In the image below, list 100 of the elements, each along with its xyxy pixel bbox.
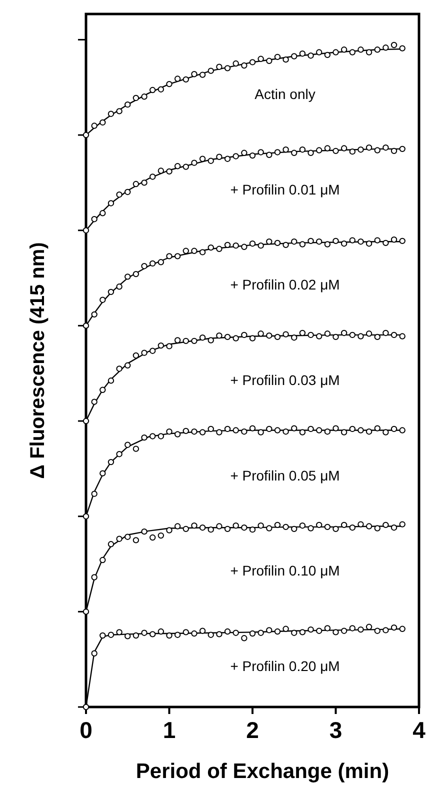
point: [100, 210, 106, 216]
point: [208, 158, 214, 164]
point: [216, 631, 222, 638]
point: [82, 322, 90, 329]
point: [91, 490, 98, 497]
point: [116, 629, 122, 636]
point: [166, 253, 172, 260]
point: [399, 146, 406, 152]
point: [158, 168, 164, 174]
point: [258, 242, 264, 249]
point: [390, 42, 398, 48]
point: [141, 434, 148, 441]
point: [399, 521, 406, 528]
point: [349, 148, 356, 155]
point: [241, 150, 248, 156]
point: [82, 704, 90, 710]
point: [340, 429, 348, 436]
point: [191, 338, 198, 344]
point: [366, 240, 372, 247]
point: [182, 248, 189, 254]
point: [91, 650, 98, 656]
point: [100, 296, 106, 303]
point: [382, 44, 389, 51]
point: [249, 526, 256, 533]
point: [282, 242, 289, 248]
point: [316, 522, 322, 528]
point: [108, 458, 114, 466]
point: [150, 631, 156, 638]
point: [174, 76, 181, 82]
point: [258, 330, 264, 337]
x-tick-label: 4: [412, 717, 426, 743]
point: [291, 238, 298, 245]
point: [291, 526, 298, 532]
point: [116, 451, 122, 458]
point: [199, 249, 206, 256]
point: [390, 236, 398, 243]
point: [399, 45, 406, 52]
point: [216, 429, 222, 436]
point: [191, 248, 198, 254]
point: [174, 253, 181, 260]
point: [324, 428, 331, 435]
point: [291, 425, 298, 432]
point: [174, 337, 181, 344]
point: [324, 524, 331, 530]
point: [258, 149, 264, 156]
point: [282, 626, 289, 632]
point: [108, 110, 114, 117]
point: [332, 629, 339, 636]
point: [124, 101, 131, 108]
series-label: + Profilin 0.01 μM: [230, 181, 340, 198]
point: [166, 343, 172, 350]
point: [332, 49, 339, 56]
point: [374, 525, 380, 532]
point: [340, 240, 348, 247]
point: [299, 429, 306, 436]
point: [291, 334, 298, 341]
point: [141, 94, 148, 100]
point: [124, 534, 131, 540]
point: [191, 428, 198, 435]
point: [182, 629, 189, 636]
point: [208, 526, 214, 533]
point: [349, 332, 356, 338]
point: [232, 427, 239, 434]
point: [91, 122, 98, 129]
point: [316, 238, 322, 245]
point: [266, 525, 272, 532]
point: [324, 145, 331, 152]
point: [324, 330, 331, 337]
point: [216, 246, 222, 252]
point: [358, 146, 364, 153]
point: [266, 58, 272, 64]
point: [108, 378, 114, 384]
point: [340, 522, 348, 528]
point: [150, 86, 156, 94]
point: [340, 330, 348, 336]
point: [100, 119, 106, 126]
point: [132, 180, 140, 188]
point: [174, 523, 181, 530]
point: [82, 513, 90, 520]
point: [349, 426, 356, 432]
point: [224, 526, 231, 532]
point: [308, 332, 314, 338]
point: [82, 132, 90, 138]
point: [316, 49, 322, 56]
point: [349, 49, 356, 56]
point: [191, 160, 198, 166]
point: [349, 237, 356, 244]
point: [132, 94, 140, 102]
point: [199, 156, 206, 162]
point: [366, 523, 372, 530]
point: [299, 522, 306, 529]
point: [191, 630, 198, 637]
point: [382, 330, 389, 336]
point: [374, 147, 380, 154]
point: [274, 522, 281, 528]
point: [182, 164, 189, 170]
point: [358, 521, 364, 528]
point: [150, 534, 156, 541]
point: [132, 446, 140, 452]
point: [308, 238, 314, 244]
